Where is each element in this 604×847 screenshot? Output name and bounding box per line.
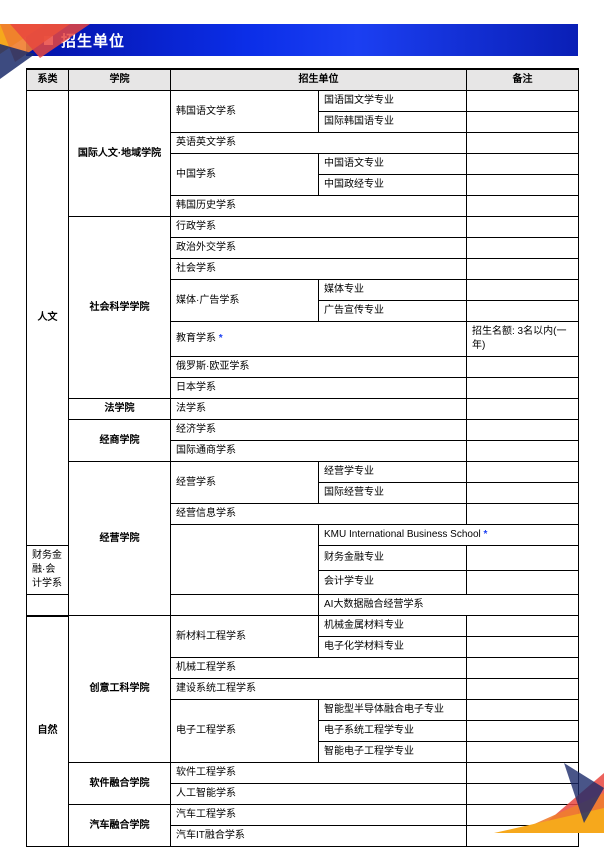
cell-dept: 汽车工程学系 <box>171 805 467 826</box>
cell-dept: 建设系统工程学系 <box>171 679 467 700</box>
cell-dept: KMU International Business School * <box>319 525 579 546</box>
cell-dept: 社会学系 <box>171 259 467 280</box>
cell-college: 经商学院 <box>69 420 171 462</box>
corner-decoration-bottom <box>494 763 604 833</box>
cell-dept: 政治外交学系 <box>171 238 467 259</box>
cell-major: 国语国文学专业 <box>319 91 467 112</box>
cell-dept: 电子工程学系 <box>171 700 319 763</box>
asterisk-icon: * <box>219 333 223 344</box>
cell-major: 智能电子工程学专业 <box>319 742 467 763</box>
cell-college: 社会科学学院 <box>69 217 171 399</box>
cell-major: 机械金属材料专业 <box>319 616 467 637</box>
cell-dept: 英语英文学系 <box>171 133 467 154</box>
cell-major: 电子化学材料专业 <box>319 637 467 658</box>
cell-dept: 行政学系 <box>171 217 467 238</box>
cell-dept: 经营信息学系 <box>171 504 467 525</box>
asterisk-icon: * <box>484 529 488 540</box>
th-remark: 备注 <box>467 69 579 91</box>
admissions-table: 系类 学院 招生单位 备注 人文 国际人文·地域学院 韩国语文学系 国语国文学专… <box>26 68 579 847</box>
cell-remark: 招生名额: 3名以内(一年) <box>467 322 579 357</box>
cell-college: 汽车融合学院 <box>69 805 171 847</box>
cell-college: 国际人文·地域学院 <box>69 91 171 217</box>
cell-dept: 中国学系 <box>171 154 319 196</box>
cell-dept: 教育学系 * <box>171 322 467 357</box>
corner-decoration-top <box>0 24 90 84</box>
cell-major: 国际经营专业 <box>319 483 467 504</box>
cell-dept: 俄罗斯·欧亚学系 <box>171 357 467 378</box>
cell-major: 电子系统工程学专业 <box>319 721 467 742</box>
title-bar: 招生单位 <box>26 24 578 56</box>
cell-dept: 汽车IT融合学系 <box>171 826 467 847</box>
cell-major: 财务金融专业 <box>319 546 467 571</box>
cell-college: 创意工科学院 <box>69 616 171 763</box>
cell-dept: 财务金融·会计学系 <box>27 546 69 595</box>
cell-college: 法学院 <box>69 399 171 420</box>
cell-major: 媒体专业 <box>319 280 467 301</box>
cell-remark <box>467 91 579 112</box>
cell-dept: 机械工程学系 <box>171 658 467 679</box>
cell-dept: 韩国历史学系 <box>171 196 467 217</box>
cell-major: 会计学专业 <box>319 570 467 595</box>
cell-dept: 经济学系 <box>171 420 467 441</box>
cell-dept: 新材料工程学系 <box>171 616 319 658</box>
cell-major: 广告宣传专业 <box>319 301 467 322</box>
cell-college: 软件融合学院 <box>69 763 171 805</box>
cell-dept: 法学系 <box>171 399 467 420</box>
cell-dept: 经营学系 <box>171 462 319 504</box>
cell-major: 中国语文专业 <box>319 154 467 175</box>
th-unit: 招生单位 <box>171 69 467 91</box>
cell-dept: 人工智能学系 <box>171 784 467 805</box>
cell-major: 经营学专业 <box>319 462 467 483</box>
cell-dept: 国际通商学系 <box>171 441 467 462</box>
cell-dept: 日本学系 <box>171 378 467 399</box>
cell-major: 中国政经专业 <box>319 175 467 196</box>
cell-college: 经营学院 <box>69 462 171 616</box>
cell-dept: 媒体·广告学系 <box>171 280 319 322</box>
cell-dept: AI大数据融合经营学系 <box>319 595 579 616</box>
cell-major: 智能型半导体融合电子专业 <box>319 700 467 721</box>
cell-dept: 软件工程学系 <box>171 763 467 784</box>
cell-category: 人文 <box>27 91 69 546</box>
cell-major: 国际韩国语专业 <box>319 112 467 133</box>
cell-category: 自然 <box>27 616 69 847</box>
cell-dept: 韩国语文学系 <box>171 91 319 133</box>
